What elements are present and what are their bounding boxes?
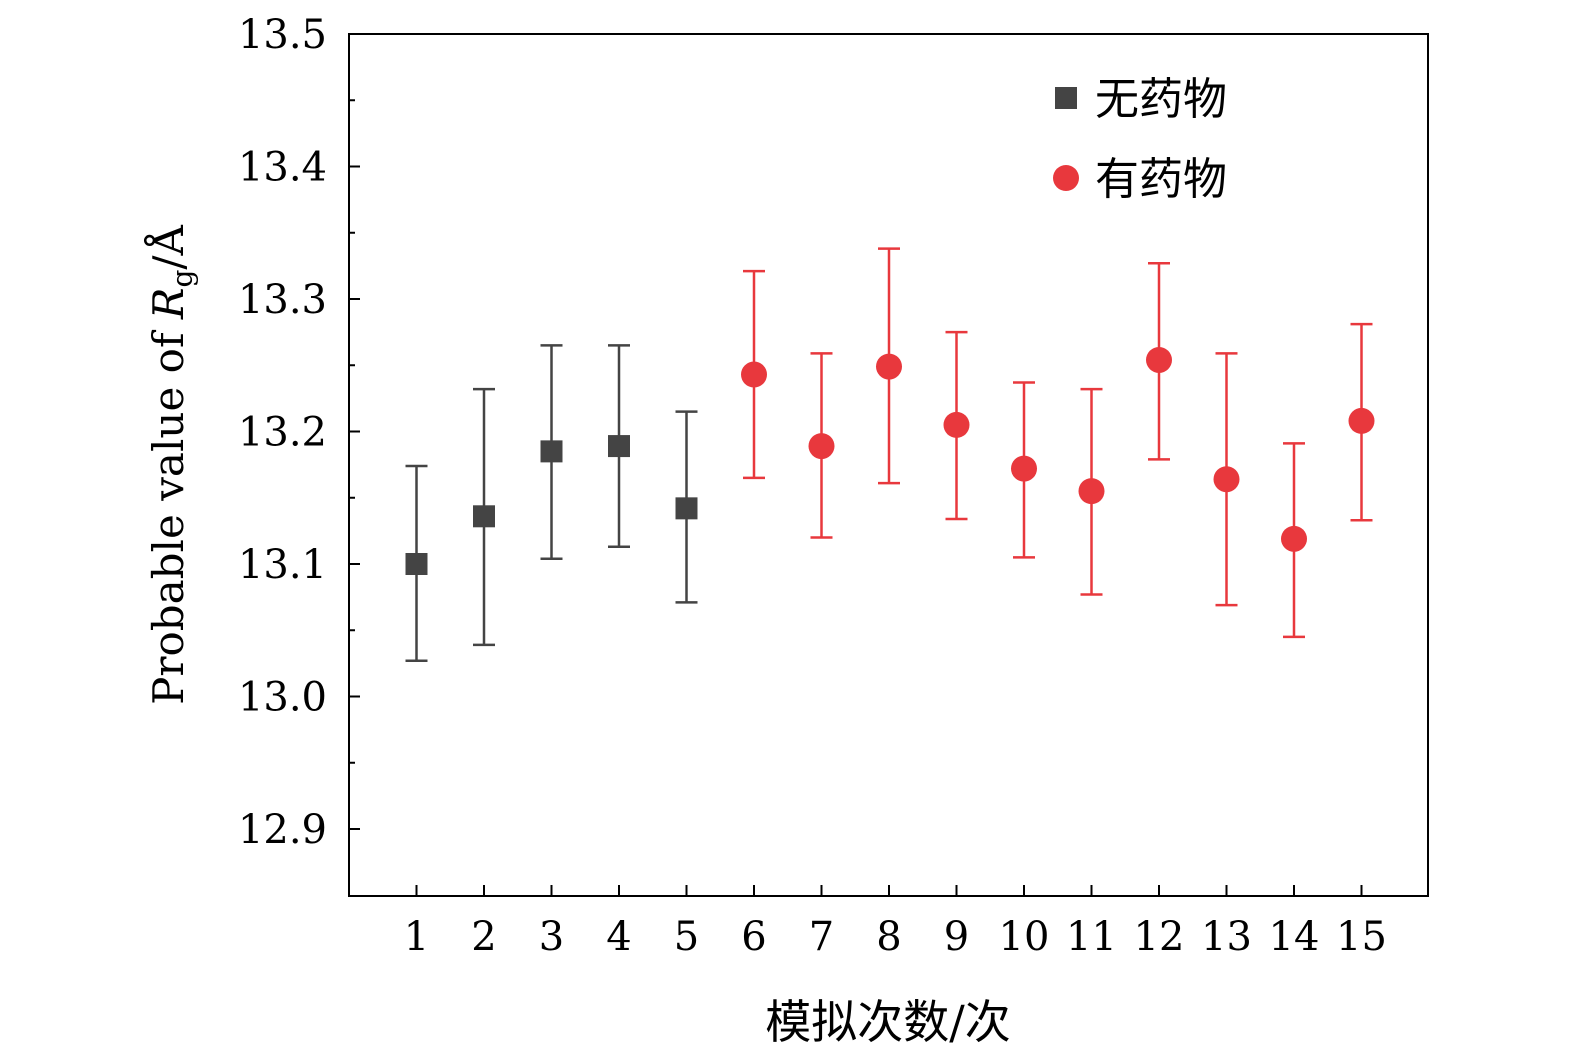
- x-tick-label: 7: [809, 914, 834, 960]
- legend-marker-circle: [1053, 165, 1079, 191]
- legend-marker-square: [1055, 87, 1077, 109]
- x-tick-label: 10: [999, 914, 1050, 960]
- data-point-circle: [1281, 525, 1307, 552]
- y-tick-label: 13.0: [238, 675, 327, 721]
- data-point-circle: [1213, 466, 1240, 493]
- x-tick-label: 1: [404, 914, 429, 960]
- x-tick-label: 4: [606, 914, 631, 960]
- y-tick-label: 13.3: [238, 277, 327, 323]
- series-circle: [741, 247, 1375, 639]
- data-point-circle: [943, 411, 970, 438]
- y-tick-label: 13.2: [238, 410, 327, 456]
- legend-label: 无药物: [1095, 74, 1227, 125]
- data-point-circle: [1011, 455, 1037, 482]
- x-tick-label: 9: [944, 914, 969, 960]
- x-tick-label: 3: [539, 914, 564, 960]
- x-tick-label: 8: [876, 914, 901, 960]
- data-point-square: [473, 505, 495, 528]
- x-tick-label: 11: [1066, 914, 1117, 960]
- y-axis: 12.9 13.0 13.1 13.2 13.3 13.4 13.5: [238, 12, 360, 853]
- x-tick-label: 12: [1134, 914, 1185, 960]
- x-tick-label: 5: [674, 914, 699, 960]
- data-point-circle: [808, 433, 835, 460]
- y-axis-label: Probable value of Rg/Å: [143, 224, 199, 704]
- y-axis-label-subscript: g: [166, 270, 199, 288]
- data-point-circle: [876, 353, 902, 380]
- data-point-circle: [1078, 478, 1105, 505]
- data-point-circle: [1348, 407, 1375, 434]
- x-tick-label: 13: [1201, 914, 1252, 960]
- x-axis-label: 模拟次数/次: [765, 995, 1011, 1049]
- data-point-circle: [741, 361, 767, 388]
- y-axis-label-suffix: /Å: [143, 224, 193, 269]
- y-tick-label: 13.1: [238, 542, 327, 588]
- y-tick-label: 12.9: [238, 807, 327, 853]
- y-tick-label: 13.5: [238, 12, 327, 58]
- series-square: [405, 344, 698, 662]
- data-point-circle: [1146, 346, 1172, 373]
- x-tick-label: 2: [471, 914, 496, 960]
- x-tick-label: 6: [741, 914, 766, 960]
- data-point-square: [675, 497, 698, 520]
- data-point-square: [608, 435, 630, 458]
- data-point-square: [405, 553, 428, 575]
- x-axis: 1 2 3 4 5 6 7 8 9 10 11 12 13 14 15: [404, 885, 1387, 960]
- y-axis-label-prefix: Probable value of: [144, 319, 193, 705]
- x-tick-label: 15: [1336, 914, 1387, 960]
- y-axis-label-symbol: R: [144, 288, 193, 321]
- y-tick-label: 13.4: [238, 145, 327, 191]
- data-point-square: [540, 440, 563, 463]
- series-layer: [405, 247, 1375, 662]
- x-tick-label: 14: [1269, 914, 1320, 960]
- legend-label: 有药物: [1095, 154, 1227, 205]
